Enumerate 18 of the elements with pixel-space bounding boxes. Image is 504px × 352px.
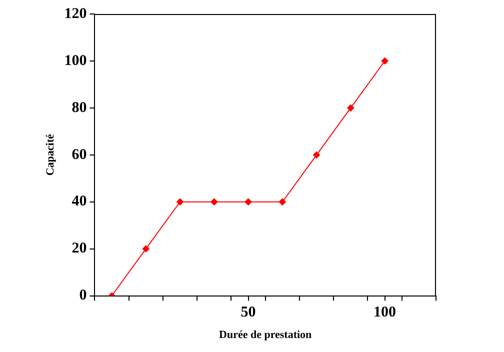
point [176,198,184,206]
y-tick-label: 100 [64,52,87,69]
point [313,151,320,158]
y-tick-label: 20 [72,240,87,257]
point [244,198,252,206]
point [210,198,218,206]
y-axis-title: Capacité [44,134,56,176]
x-axis-title: Durée de prestation [219,329,312,342]
point [347,104,354,112]
point [278,198,286,206]
y-tick-label: 120 [64,6,87,22]
y-tick-label: 80 [72,100,87,116]
point [142,245,150,252]
y-tick-label: 40 [72,194,87,210]
y-tick-label: 0 [79,288,87,304]
point [381,57,388,64]
y-tick-label: 60 [72,146,87,163]
x-tick-label: 50 [240,304,256,321]
